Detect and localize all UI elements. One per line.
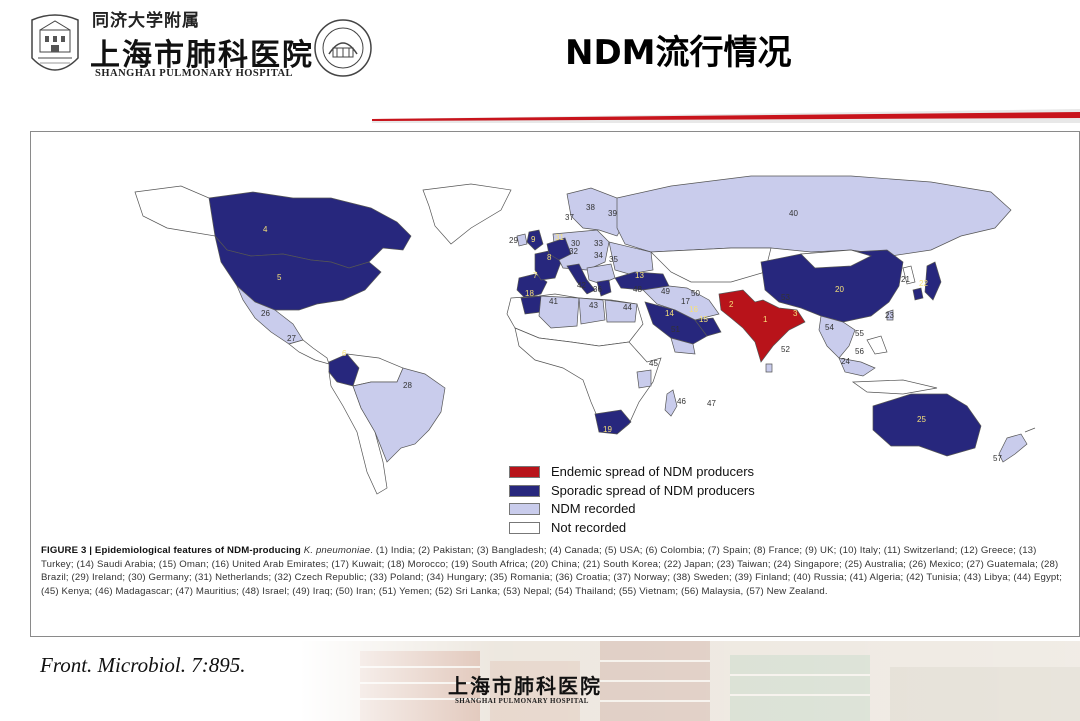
map-label-40: 40 [789, 209, 798, 218]
university-seal [314, 19, 372, 77]
map-label-14: 14 [665, 309, 674, 318]
map-label-36: 36 [593, 285, 602, 294]
hospital-name-en: SHANGHAI PULMONARY HOSPITAL [95, 68, 294, 79]
map-label-28: 28 [403, 381, 412, 390]
footer-hospital-name-en: SHANGHAI PULMONARY HOSPITAL [455, 697, 589, 705]
map-label-43: 43 [589, 301, 598, 310]
map-label-52: 52 [781, 345, 790, 354]
map-label-13: 13 [635, 271, 644, 280]
world-map: 4 5 26 27 6 28 29 9 31 37 38 39 40 30 33… [134, 175, 1036, 495]
legend-swatch-not-recorded [509, 521, 540, 534]
map-label-48: 48 [633, 285, 642, 294]
map-label-54: 54 [825, 323, 834, 332]
legend-swatch-recorded [509, 503, 540, 515]
map-label-3: 3 [793, 309, 798, 318]
citation: Front. Microbiol. 7:895. [40, 653, 246, 677]
legend-label: NDM recorded [551, 501, 636, 516]
map-label-21: 21 [901, 275, 910, 284]
map-label-20: 20 [835, 285, 844, 294]
map-label-5: 5 [277, 273, 282, 282]
map-label-7: 7 [533, 271, 538, 280]
map-label-55: 55 [855, 329, 864, 338]
legend-label: Endemic spread of NDM producers [551, 464, 755, 479]
legend-swatch-sporadic [509, 484, 540, 497]
map-label-57: 57 [993, 454, 1002, 463]
legend-label: Not recorded [551, 519, 627, 535]
map-label-33: 33 [594, 239, 603, 248]
map-label-44: 44 [623, 303, 632, 312]
map-label-42: 42 [577, 281, 586, 290]
slide-title: NDM流行情况 [565, 33, 792, 73]
map-label-22: 22 [919, 279, 928, 288]
hospital-name-cn-small: 同济大学附属 [92, 11, 200, 31]
map-label-45: 45 [649, 359, 658, 368]
map-label-31: 31 [555, 233, 564, 242]
map-label-53: 53 [781, 293, 790, 302]
map-label-56: 56 [855, 347, 864, 356]
map-label-1: 1 [763, 315, 768, 324]
map-label-19: 19 [603, 425, 612, 434]
map-label-30: 30 [571, 239, 580, 248]
map-label-18: 18 [525, 289, 534, 298]
map-label-9: 9 [531, 235, 536, 244]
header-accent-stripe [372, 109, 1080, 123]
map-label-32: 32 [569, 247, 578, 256]
map-label-24: 24 [841, 357, 850, 366]
map-label-4: 4 [263, 225, 268, 234]
map-label-8: 8 [547, 253, 552, 262]
map-label-49: 49 [661, 287, 670, 296]
map-label-51: 51 [671, 325, 680, 334]
map-label-16: 16 [689, 305, 698, 314]
map-label-35: 35 [609, 255, 618, 264]
hospital-logo [31, 14, 79, 71]
map-label-38: 38 [586, 203, 595, 212]
map-label-46: 46 [677, 397, 686, 406]
hospital-name-cn: 上海市肺科医院 [90, 38, 314, 73]
map-label-29: 29 [509, 236, 518, 245]
map-label-25: 25 [917, 415, 926, 424]
map-label-41: 41 [549, 297, 558, 306]
map-label-15: 15 [699, 315, 708, 324]
map-label-27: 27 [287, 334, 296, 343]
map-label-26: 26 [261, 309, 270, 318]
map-label-39: 39 [608, 209, 617, 218]
figure-caption: FIGURE 3 | Epidemiological features of N… [41, 544, 1071, 598]
map-label-23: 23 [885, 311, 894, 320]
figure-frame: 4 5 26 27 6 28 29 9 31 37 38 39 40 30 33… [30, 131, 1080, 637]
caption-organism: K. pneumoniae [303, 545, 371, 556]
map-label-34: 34 [594, 251, 603, 260]
map-label-2: 2 [729, 300, 734, 309]
legend-swatch-endemic [509, 466, 540, 478]
caption-figure-label: FIGURE 3 | Epidemiological features of N… [41, 545, 304, 556]
map-label-17: 17 [681, 297, 690, 306]
caption-body: . (1) India; (2) Pakistan; (3) Banglades… [41, 545, 1063, 597]
footer-building-photo [300, 641, 1080, 721]
map-label-6: 6 [342, 349, 347, 358]
map-label-37: 37 [565, 213, 574, 222]
footer-hospital-name-cn: 上海市肺科医院 [448, 674, 602, 698]
map-label-50: 50 [691, 289, 700, 298]
legend-label: Sporadic spread of NDM producers [551, 482, 755, 498]
map-label-47: 47 [707, 399, 716, 408]
